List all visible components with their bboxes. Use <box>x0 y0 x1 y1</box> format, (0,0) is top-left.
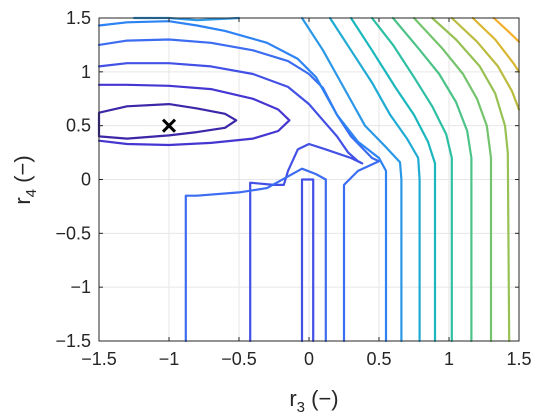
minimum-marker-stroke <box>161 118 177 133</box>
contour-line-level-14 <box>471 16 521 73</box>
x-tick-label: 0 <box>304 349 314 369</box>
axis-ticks <box>98 17 520 342</box>
minimum-marker <box>161 118 177 133</box>
x-tick-label: 1 <box>444 349 454 369</box>
x-tick-labels: −1.5 −1 −0.5 0 0.5 1 1.5 <box>81 349 531 369</box>
x-tick-label: 1.5 <box>506 349 531 369</box>
y-axis-label: r4 (−) <box>10 155 40 204</box>
contour-line-level-3 <box>300 178 315 343</box>
y-tick-label: 1 <box>81 62 91 82</box>
contour-line-level-9 <box>370 16 453 343</box>
contour-line-level-3 <box>97 62 364 343</box>
contour-line-level-13 <box>450 16 521 111</box>
contour-line-level-1 <box>97 103 238 140</box>
y-tick-label: 0 <box>81 170 91 190</box>
contour-line-level-11 <box>412 16 493 343</box>
x-tick-label: −1 <box>159 349 180 369</box>
contour-line-level-4 <box>184 167 327 343</box>
contour-line-level-10 <box>391 16 473 343</box>
contour-line-level-7 <box>328 16 421 343</box>
contour-line-level-8 <box>349 16 437 343</box>
y-tick-label: −1.5 <box>55 331 91 351</box>
y-tick-label: −0.5 <box>55 223 91 243</box>
y-tick-label: 1.5 <box>66 8 91 28</box>
contour-line-level-6 <box>300 16 403 343</box>
contour-line-level-12 <box>431 16 511 343</box>
x-tick-label: −1.5 <box>81 349 117 369</box>
contour-line-level-2 <box>97 83 291 147</box>
x-axis-label: r3 (−) <box>289 386 338 416</box>
contour-line-level-15 <box>492 16 521 43</box>
y-tick-label: −1 <box>70 277 91 297</box>
x-tick-label: −0.5 <box>221 349 257 369</box>
y-tick-label: 0.5 <box>66 116 91 136</box>
y-tick-labels: −1.5 −1 −0.5 0 0.5 1 1.5 <box>55 8 91 351</box>
x-tick-label: 0.5 <box>366 349 391 369</box>
